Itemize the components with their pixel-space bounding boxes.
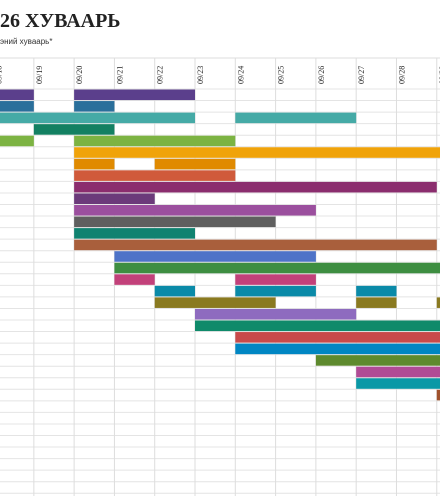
x-tick-label: 09/25 bbox=[277, 66, 286, 84]
task-bar bbox=[74, 89, 196, 101]
task-bar bbox=[114, 262, 440, 274]
task-bar bbox=[235, 343, 440, 355]
task-bar bbox=[0, 101, 34, 112]
x-tick-label: 09/23 bbox=[196, 66, 205, 84]
task-bar bbox=[74, 216, 276, 228]
task-bar bbox=[74, 101, 115, 112]
task-bar bbox=[235, 285, 316, 297]
task-bar bbox=[114, 251, 316, 262]
task-bar bbox=[33, 124, 115, 135]
task-bar bbox=[315, 355, 440, 366]
task-bar bbox=[235, 274, 316, 285]
chart-subtitle: эний хуваарь* bbox=[0, 37, 52, 46]
task-bar bbox=[235, 112, 357, 124]
task-bar bbox=[0, 112, 196, 124]
task-bar bbox=[0, 135, 34, 147]
bars bbox=[0, 89, 440, 401]
task-bar bbox=[154, 285, 196, 297]
chart-title: 26 ХУВААРЬ bbox=[0, 10, 121, 32]
task-bar bbox=[356, 378, 440, 389]
task-bar bbox=[356, 366, 440, 378]
x-tick-label: 09/28 bbox=[397, 66, 406, 84]
x-tick-label: 09/20 bbox=[75, 66, 84, 84]
x-tick-label: 09/18 bbox=[0, 66, 4, 84]
task-bar bbox=[195, 308, 357, 320]
x-tick-label: 09/19 bbox=[35, 66, 44, 84]
task-bar bbox=[74, 205, 316, 216]
task-bar bbox=[114, 274, 155, 285]
x-tick-label: 09/24 bbox=[236, 66, 245, 84]
task-bar bbox=[74, 228, 196, 239]
task-bar bbox=[74, 170, 236, 181]
task-bar bbox=[74, 193, 155, 204]
task-bar bbox=[235, 332, 440, 343]
task-bar bbox=[436, 297, 440, 308]
x-tick-label: 09/27 bbox=[357, 66, 366, 84]
x-tick-label: 09/26 bbox=[317, 66, 326, 84]
x-tick-label: 09/21 bbox=[115, 66, 124, 84]
task-bar bbox=[154, 297, 276, 308]
task-bar bbox=[356, 297, 397, 308]
x-tick-label: 09/29 bbox=[438, 66, 440, 84]
task-bar bbox=[0, 89, 34, 101]
task-bar bbox=[74, 147, 440, 158]
x-tick-label: 09/22 bbox=[156, 66, 165, 84]
grid: 09/18 09/19 09/20 09/21 09/22 09/23 09/24 09/25… bbox=[0, 57, 440, 496]
task-bar bbox=[74, 239, 437, 251]
task-bar bbox=[154, 158, 236, 170]
task-bar bbox=[74, 135, 236, 147]
task-bar bbox=[74, 158, 115, 170]
task-bar bbox=[436, 389, 440, 401]
task-bar bbox=[195, 320, 440, 332]
task-bar bbox=[74, 181, 437, 193]
task-bar bbox=[356, 285, 397, 297]
